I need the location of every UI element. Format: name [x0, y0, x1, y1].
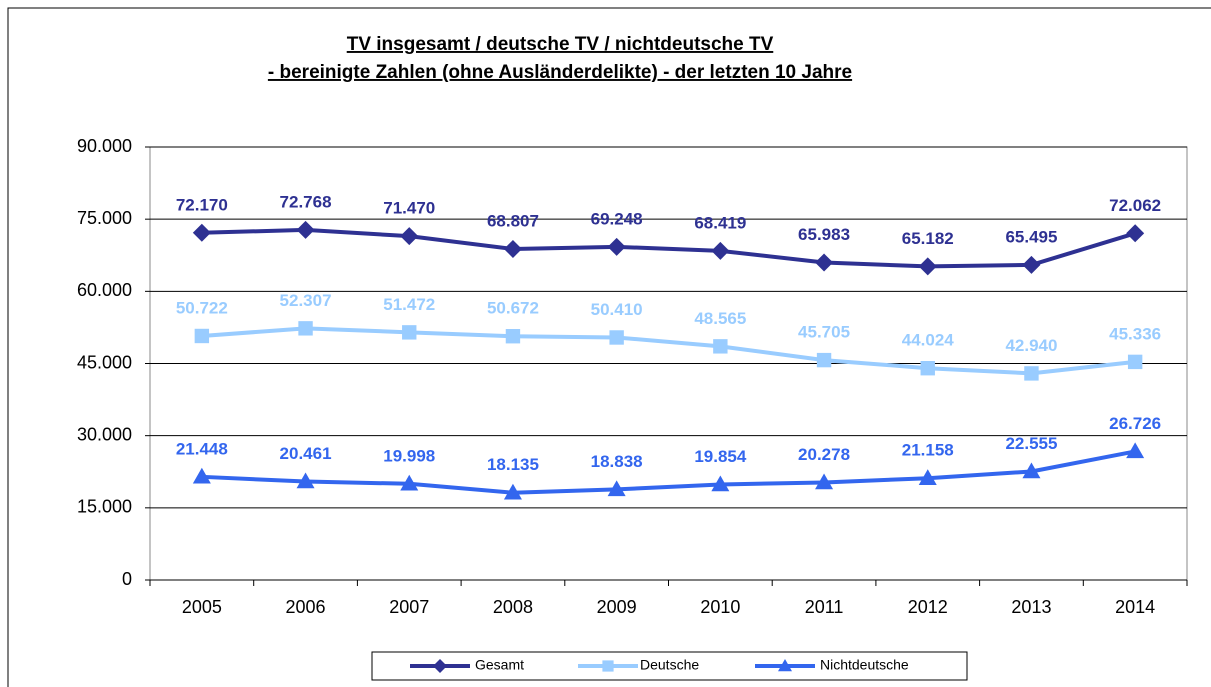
value-label: 65.495 — [1005, 227, 1057, 246]
marker — [298, 321, 313, 336]
marker — [503, 239, 522, 258]
value-label: 26.726 — [1109, 414, 1161, 433]
value-label: 42.940 — [1005, 336, 1057, 355]
marker — [607, 480, 626, 497]
x-tick-label: 2010 — [700, 597, 740, 617]
x-tick-label: 2007 — [389, 597, 429, 617]
x-tick-label: 2013 — [1011, 597, 1051, 617]
marker — [400, 227, 419, 246]
marker — [1022, 255, 1041, 274]
value-label: 18.838 — [591, 452, 643, 471]
y-tick-label: 15.000 — [77, 497, 132, 517]
marker — [296, 220, 315, 239]
value-label: 68.807 — [487, 211, 539, 230]
value-label: 72.170 — [176, 195, 228, 214]
value-label: 48.565 — [694, 309, 746, 328]
chart-title: TV insgesamt / deutsche TV / nichtdeutsc… — [347, 34, 774, 55]
x-tick-label: 2011 — [805, 597, 844, 617]
legend-label: Deutsche — [640, 657, 699, 673]
marker — [433, 659, 447, 673]
value-label: 51.472 — [383, 295, 435, 314]
x-tick-label: 2012 — [908, 597, 948, 617]
marker — [400, 474, 419, 491]
legend-label: Gesamt — [475, 657, 524, 673]
value-label: 72.062 — [1109, 196, 1161, 215]
marker — [918, 257, 937, 276]
marker — [505, 329, 521, 344]
value-label: 72.768 — [280, 192, 332, 211]
value-label: 44.024 — [902, 331, 955, 350]
marker — [402, 325, 417, 340]
marker — [815, 253, 834, 272]
marker — [1126, 442, 1145, 459]
marker — [815, 473, 834, 490]
value-label: 52.307 — [280, 291, 332, 310]
y-tick-label: 0 — [122, 569, 132, 589]
legend — [371, 651, 968, 681]
chart-subtitle: - bereinigte Zahlen (ohne Ausländerdelik… — [268, 62, 852, 83]
value-label: 65.983 — [798, 225, 850, 244]
marker — [778, 659, 792, 672]
marker — [918, 469, 937, 485]
y-tick-label: 30.000 — [77, 424, 132, 444]
value-label: 19.854 — [694, 447, 747, 466]
marker — [192, 223, 211, 242]
value-label: 19.998 — [383, 446, 435, 465]
y-tick-label: 90.000 — [77, 136, 132, 156]
x-tick-label: 2008 — [493, 597, 533, 617]
x-tick-label: 2009 — [597, 597, 637, 617]
value-label: 65.182 — [902, 229, 954, 248]
marker — [609, 330, 624, 345]
value-label: 20.461 — [280, 444, 332, 463]
x-tick-label: 2014 — [1115, 597, 1155, 617]
marker — [194, 328, 210, 344]
marker — [607, 237, 626, 256]
marker — [296, 472, 315, 489]
value-label: 20.278 — [798, 445, 850, 464]
x-tick-label: 2006 — [286, 597, 326, 617]
value-label: 45.705 — [798, 323, 850, 342]
value-label: 68.419 — [694, 213, 746, 232]
value-label: 50.672 — [487, 299, 539, 318]
value-label: 45.336 — [1109, 324, 1161, 343]
marker — [711, 475, 730, 492]
series-line — [201, 449, 1136, 495]
marker — [1126, 224, 1145, 243]
marker — [920, 360, 935, 376]
y-tick-label: 75.000 — [77, 208, 132, 228]
marker — [1022, 462, 1041, 479]
y-tick-label: 60.000 — [77, 280, 132, 300]
marker — [713, 339, 728, 354]
y-tick-label: 45.000 — [77, 352, 132, 372]
marker — [1127, 354, 1143, 370]
marker — [816, 352, 832, 368]
value-label: 21.448 — [176, 439, 228, 458]
series-line — [201, 227, 1136, 269]
legend-label: Nichtdeutsche — [820, 657, 909, 673]
marker — [192, 467, 211, 484]
value-label: 21.158 — [902, 441, 954, 460]
series-line — [201, 326, 1136, 376]
marker — [1024, 366, 1039, 381]
frame — [7, 7, 1211, 687]
marker — [503, 483, 522, 500]
x-tick-label: 2005 — [182, 597, 222, 617]
value-label: 50.722 — [176, 298, 228, 317]
value-label: 50.410 — [591, 300, 643, 319]
value-label: 18.135 — [487, 455, 539, 474]
value-label: 22.555 — [1005, 434, 1057, 453]
marker — [711, 241, 730, 260]
marker — [602, 660, 614, 672]
value-label: 71.470 — [383, 199, 435, 218]
value-label: 69.248 — [591, 209, 643, 228]
